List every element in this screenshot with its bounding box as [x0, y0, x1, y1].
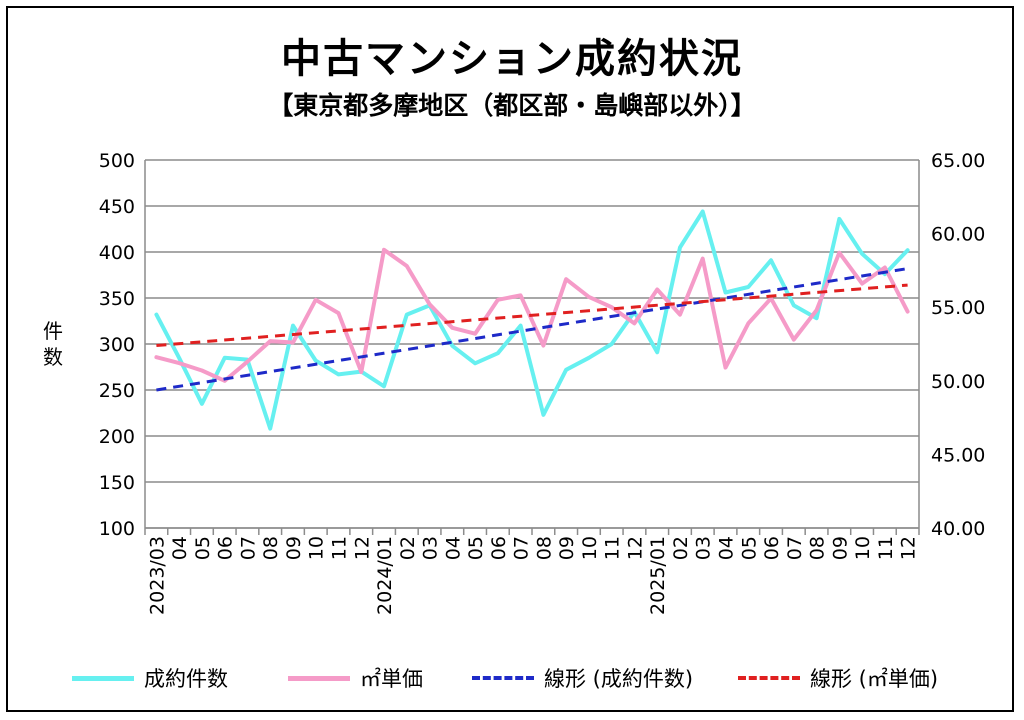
left-tick-label: 350 [99, 288, 135, 310]
legend-item-trend-count: 線形 (成約件数) [472, 662, 693, 694]
right-tick-label: 65.00 [931, 150, 985, 172]
x-tick-label: 06 [761, 536, 783, 560]
x-tick-label: 2024/01 [374, 536, 396, 615]
x-tick-label: 10 [852, 536, 874, 560]
x-tick-label: 05 [738, 536, 760, 560]
left-tick-label: 500 [99, 150, 135, 172]
left-tick-label: 300 [99, 334, 135, 356]
y-axis-label: 件数 [38, 318, 68, 370]
left-tick-label: 100 [99, 518, 135, 540]
x-tick-label: 03 [693, 536, 715, 560]
legend-swatch-unit-price [288, 675, 350, 681]
x-tick-label: 09 [283, 536, 305, 560]
x-tick-label: 04 [716, 536, 738, 560]
x-tick-label: 02 [397, 536, 419, 560]
right-tick-label: 55.00 [931, 297, 985, 319]
legend-item-unit-price: ㎡単価 [288, 662, 423, 694]
right-tick-label: 60.00 [931, 224, 985, 246]
x-tick-label: 2023/03 [146, 536, 168, 615]
legend-swatch-trend-price [738, 676, 800, 680]
left-tick-label: 250 [99, 380, 135, 402]
legend-item-count: 成約件数 [72, 662, 228, 694]
right-tick-label: 40.00 [931, 518, 985, 540]
legend-swatch-count [72, 675, 134, 681]
right-tick-label: 50.00 [931, 371, 985, 393]
x-tick-label: 11 [875, 536, 897, 560]
x-tick-label: 11 [602, 536, 624, 560]
x-tick-label: 09 [829, 536, 851, 560]
x-tick-label: 2025/01 [647, 536, 669, 615]
trend-line-unit-price [156, 283, 908, 347]
x-tick-label: 02 [670, 536, 692, 560]
right-tick-label: 45.00 [931, 444, 985, 466]
x-tick-label: 05 [192, 536, 214, 560]
left-tick-label: 450 [99, 196, 135, 218]
legend-label-trend-count: 線形 (成約件数) [544, 667, 694, 691]
left-tick-label: 150 [99, 472, 135, 494]
x-tick-label: 08 [533, 536, 555, 560]
x-tick-label: 07 [511, 536, 533, 560]
x-tick-label: 08 [807, 536, 829, 560]
left-tick-label: 200 [99, 426, 135, 448]
x-tick-label: 03 [420, 536, 442, 560]
x-tick-label: 05 [465, 536, 487, 560]
x-tick-label: 07 [237, 536, 259, 560]
legend-item-trend-price: 線形 (㎡単価) [738, 662, 938, 694]
legend: 成約件数 ㎡単価 線形 (成約件数) 線形 (㎡単価) [0, 662, 1024, 694]
series-line-unit-price [154, 247, 910, 383]
y-axis-label-char: 数 [43, 345, 63, 369]
x-tick-label: 04 [169, 536, 191, 560]
x-tick-label: 12 [624, 536, 646, 560]
x-tick-label: 06 [488, 536, 510, 560]
legend-swatch-trend-count [472, 676, 534, 680]
chart-subtitle: 【東京都多摩地区（都区部・島嶼部以外）】 [268, 91, 756, 120]
x-tick-label: 09 [556, 536, 578, 560]
trend-line-count [156, 267, 908, 392]
x-tick-label: 10 [579, 536, 601, 560]
x-tick-label: 10 [306, 536, 328, 560]
chart-frame [6, 6, 1014, 712]
x-tick-label: 04 [442, 536, 464, 560]
x-tick-label: 12 [351, 536, 373, 560]
chart-title: 中古マンション成約状況 [281, 36, 743, 82]
x-tick-label: 06 [215, 536, 237, 560]
left-tick-label: 400 [99, 242, 135, 264]
series-line-count [154, 209, 910, 431]
x-tick-label: 12 [898, 536, 920, 560]
legend-label-unit-price: ㎡単価 [360, 667, 423, 691]
legend-label-trend-price: 線形 (㎡単価) [810, 667, 939, 691]
x-tick-label: 11 [329, 536, 351, 560]
y-axis-label-char: 件 [43, 319, 63, 343]
x-tick-label: 07 [784, 536, 806, 560]
x-tick-label: 08 [260, 536, 282, 560]
legend-label-count: 成約件数 [144, 667, 228, 691]
